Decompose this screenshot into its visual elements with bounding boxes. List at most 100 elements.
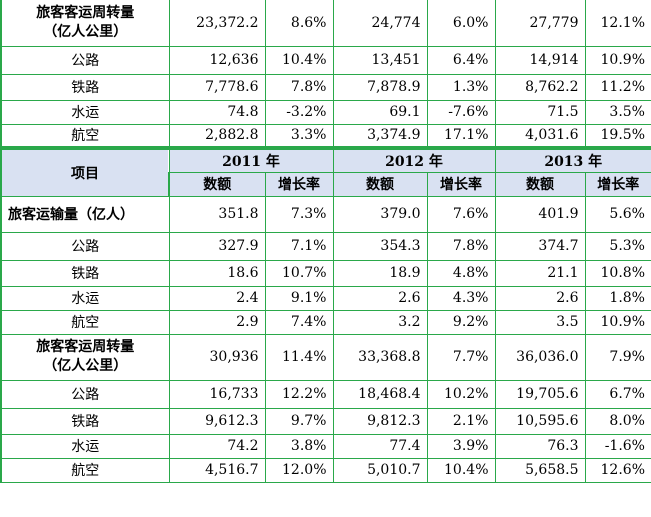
amount-cell: 71.5: [495, 100, 586, 125]
amount-cell: 2.6: [495, 286, 586, 311]
growth-cell: 19.5%: [585, 124, 651, 149]
growth-cell: 7.8%: [265, 74, 334, 101]
table-row: 铁路 9,612.3 9.7% 9,812.3 2.1% 10,595.6 8.0%: [0, 408, 651, 435]
amount-cell: 5,010.7: [333, 458, 428, 483]
amount-cell: 3.2: [333, 310, 428, 335]
table-row: 公路 12,636 10.4% 13,451 6.4% 14,914 10.9%: [0, 46, 651, 75]
header-year-2012: 2012 年: [333, 146, 496, 173]
amount-cell: 10,595.6: [495, 408, 586, 435]
row-label: 旅客运输量（亿人）: [0, 196, 170, 233]
amount-cell: 9,612.3: [169, 408, 266, 435]
row-label: 公路: [0, 46, 170, 75]
amount-cell: 4,031.6: [495, 124, 586, 149]
amount-cell: 3,374.9: [333, 124, 428, 149]
header-metric-row: 数额 增长率 数额 增长率 数额 增长率: [1, 172, 651, 197]
top-table-body: 旅客客运周转量 （亿人公里） 23,372.2 8.6% 24,774 6.0% 27,77…: [0, 0, 651, 149]
amount-cell: 74.8: [169, 100, 266, 125]
growth-cell: 3.9%: [427, 434, 496, 459]
row-label: 铁路: [0, 408, 170, 435]
amount-cell: 374.7: [495, 232, 586, 261]
growth-cell: 9.2%: [427, 310, 496, 335]
growth-cell: 10.2%: [427, 380, 496, 409]
amount-cell: 354.3: [333, 232, 428, 261]
amount-cell: 27,779: [495, 0, 586, 47]
amount-cell: 7,878.9: [333, 74, 428, 101]
growth-cell: 6.7%: [585, 380, 651, 409]
header-body: 项目 2011 年 2012 年 2013 年 数额 增长率 数额 增长率 数额…: [0, 146, 651, 197]
row-label: 航空: [0, 124, 170, 149]
table-row: 旅客客运周转量 （亿人公里） 23,372.2 8.6% 24,774 6.0% 27,77…: [0, 0, 651, 47]
growth-cell: 17.1%: [427, 124, 496, 149]
amount-cell: 327.9: [169, 232, 266, 261]
growth-cell: 6.0%: [427, 0, 496, 47]
amount-cell: 8,762.2: [495, 74, 586, 101]
row-label: 公路: [0, 380, 170, 409]
growth-cell: 7.7%: [427, 334, 496, 381]
amount-cell: 24,774: [333, 0, 428, 47]
amount-cell: 19,705.6: [495, 380, 586, 409]
growth-cell: 2.1%: [427, 408, 496, 435]
growth-cell: 10.4%: [427, 458, 496, 483]
row-label-line: 旅客客运周转量: [36, 339, 135, 355]
header-growth: 增长率: [585, 172, 651, 197]
row-label: 航空: [0, 458, 170, 483]
amount-cell: 16,733: [169, 380, 266, 409]
growth-cell: 7.8%: [427, 232, 496, 261]
growth-cell: 7.3%: [265, 196, 334, 233]
growth-cell: 3.3%: [265, 124, 334, 149]
amount-cell: 23,372.2: [169, 0, 266, 47]
growth-cell: 10.9%: [585, 46, 651, 75]
growth-cell: 8.6%: [265, 0, 334, 47]
table-row: 水运 74.2 3.8% 77.4 3.9% 76.3 -1.6%: [0, 434, 651, 459]
header-growth: 增长率: [427, 172, 496, 197]
table-row: 公路 327.9 7.1% 354.3 7.8% 374.7 5.3%: [0, 232, 651, 261]
amount-cell: 2.9: [169, 310, 266, 335]
growth-cell: 12.0%: [265, 458, 334, 483]
amount-cell: 30,936: [169, 334, 266, 381]
amount-cell: 2.4: [169, 286, 266, 311]
growth-cell: 3.5%: [585, 100, 651, 125]
row-label: 水运: [0, 100, 170, 125]
growth-cell: 1.8%: [585, 286, 651, 311]
table-row: 航空 2,882.8 3.3% 3,374.9 17.1% 4,031.6 19.5%: [0, 124, 651, 149]
amount-cell: 351.8: [169, 196, 266, 233]
growth-cell: 12.1%: [585, 0, 651, 47]
row-label: 水运: [0, 434, 170, 459]
passenger-transport-table: 旅客客运周转量 （亿人公里） 23,372.2 8.6% 24,774 6.0% 27,77…: [0, 0, 651, 483]
growth-cell: 4.3%: [427, 286, 496, 311]
header-amount: 数额: [333, 172, 428, 197]
row-label: 铁路: [0, 260, 170, 287]
table-row: 航空 2.9 7.4% 3.2 9.2% 3.5 10.9%: [0, 310, 651, 335]
growth-cell: 5.6%: [585, 196, 651, 233]
amount-cell: 12,636: [169, 46, 266, 75]
table-row: 水运 2.4 9.1% 2.6 4.3% 2.6 1.8%: [0, 286, 651, 311]
growth-cell: 9.7%: [265, 408, 334, 435]
growth-cell: 5.3%: [585, 232, 651, 261]
amount-cell: 77.4: [333, 434, 428, 459]
header-amount: 数额: [495, 172, 586, 197]
growth-cell: 10.9%: [585, 310, 651, 335]
amount-cell: 5,658.5: [495, 458, 586, 483]
row-label: 旅客客运周转量 （亿人公里）: [0, 334, 170, 381]
amount-cell: 13,451: [333, 46, 428, 75]
amount-cell: 69.1: [333, 100, 428, 125]
growth-cell: 11.4%: [265, 334, 334, 381]
growth-cell: 8.0%: [585, 408, 651, 435]
growth-cell: 3.8%: [265, 434, 334, 459]
header-growth: 增长率: [265, 172, 334, 197]
header-year-2011: 2011 年: [169, 146, 334, 173]
amount-cell: 401.9: [495, 196, 586, 233]
header-amount: 数额: [168, 172, 266, 197]
table-row: 铁路 18.6 10.7% 18.9 4.8% 21.1 10.8%: [0, 260, 651, 287]
row-label: 公路: [0, 232, 170, 261]
growth-cell: 12.2%: [265, 380, 334, 409]
amount-cell: 74.2: [169, 434, 266, 459]
amount-cell: 9,812.3: [333, 408, 428, 435]
table-row: 水运 74.8 -3.2% 69.1 -7.6% 71.5 3.5%: [0, 100, 651, 125]
row-label: 航空: [0, 310, 170, 335]
amount-cell: 4,516.7: [169, 458, 266, 483]
bottom-table-body: 旅客运输量（亿人） 351.8 7.3% 379.0 7.6% 401.9 5.6% 公路 32…: [0, 196, 651, 483]
amount-cell: 14,914: [495, 46, 586, 75]
amount-cell: 2,882.8: [169, 124, 266, 149]
amount-cell: 2.6: [333, 286, 428, 311]
